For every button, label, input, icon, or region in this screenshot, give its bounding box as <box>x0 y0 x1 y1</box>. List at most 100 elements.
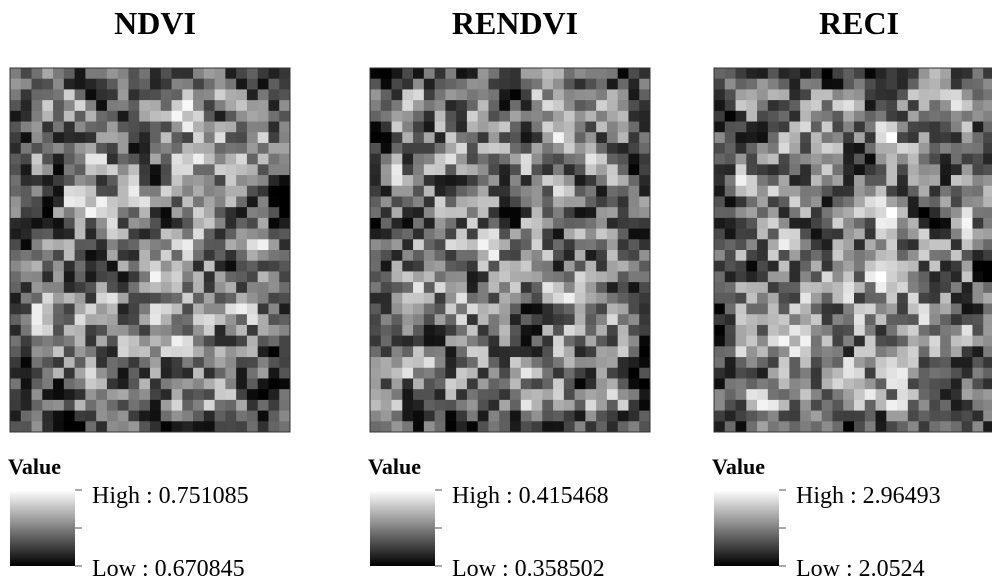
raster-cell <box>85 79 96 90</box>
raster-cell <box>929 218 940 229</box>
raster-cell <box>258 164 269 175</box>
raster-cell <box>85 411 96 422</box>
raster-cell <box>247 89 258 100</box>
raster-cell <box>204 111 215 122</box>
raster-cell <box>908 122 919 133</box>
raster-cell <box>456 325 467 336</box>
raster-cell <box>585 314 596 325</box>
raster-cell <box>96 143 107 154</box>
raster-cell <box>150 196 161 207</box>
raster-cell <box>929 196 940 207</box>
raster-cell <box>118 357 129 368</box>
raster-cell <box>596 282 607 293</box>
raster-cell <box>585 261 596 272</box>
raster-cell <box>21 336 32 347</box>
raster-cell <box>236 143 247 154</box>
raster-cell <box>951 336 962 347</box>
raster-cell <box>499 400 510 411</box>
raster-cell <box>768 207 779 218</box>
raster-cell <box>757 293 768 304</box>
raster-cell <box>553 250 564 261</box>
raster-cell <box>972 122 983 133</box>
raster-cell <box>139 207 150 218</box>
raster-cell <box>919 239 930 250</box>
raster-cell <box>962 175 973 186</box>
raster-cell <box>435 229 446 240</box>
raster-cell <box>618 378 629 389</box>
raster-cell <box>225 143 236 154</box>
raster-cell <box>85 314 96 325</box>
raster-cell <box>402 143 413 154</box>
raster-cell <box>193 336 204 347</box>
raster-cell <box>521 357 532 368</box>
raster-cell <box>714 154 725 165</box>
raster-cell <box>510 261 521 272</box>
raster-cell <box>553 89 564 100</box>
raster-cell <box>757 68 768 79</box>
raster-cell <box>908 421 919 432</box>
raster-cell <box>402 411 413 422</box>
raster-cell <box>553 293 564 304</box>
raster-cell <box>21 132 32 143</box>
raster-cell <box>553 261 564 272</box>
raster-cell <box>182 164 193 175</box>
raster-cell <box>865 421 876 432</box>
raster-cell <box>128 271 139 282</box>
raster-cell <box>96 164 107 175</box>
raster-cell <box>182 378 193 389</box>
raster-cell <box>456 261 467 272</box>
raster-cell <box>204 357 215 368</box>
raster-cell <box>725 357 736 368</box>
raster-cell <box>789 143 800 154</box>
raster-cell <box>757 261 768 272</box>
raster-cell <box>962 336 973 347</box>
raster-cell <box>279 207 290 218</box>
raster-cell <box>182 143 193 154</box>
raster-cell <box>499 325 510 336</box>
raster-cell <box>107 196 118 207</box>
raster-cell <box>575 389 586 400</box>
raster-cell <box>876 132 887 143</box>
raster-cell <box>424 186 435 197</box>
raster-cell <box>983 207 992 218</box>
raster-cell <box>585 218 596 229</box>
raster-cell <box>268 229 279 240</box>
raster-cell <box>64 378 75 389</box>
raster-cell <box>279 229 290 240</box>
raster-cell <box>499 111 510 122</box>
raster-cell <box>607 218 618 229</box>
raster-cell <box>596 100 607 111</box>
raster-cell <box>725 346 736 357</box>
raster-cell <box>746 175 757 186</box>
raster-cell <box>53 229 64 240</box>
raster-cell <box>445 325 456 336</box>
raster-cell <box>596 79 607 90</box>
raster-cell <box>951 229 962 240</box>
raster-cell <box>32 304 43 315</box>
raster-cell <box>236 218 247 229</box>
raster-cell <box>445 250 456 261</box>
raster-cell <box>268 132 279 143</box>
raster-cell <box>618 411 629 422</box>
raster-cell <box>435 411 446 422</box>
raster-cell <box>865 325 876 336</box>
raster-cell <box>822 421 833 432</box>
raster-cell <box>236 89 247 100</box>
raster-cell <box>182 250 193 261</box>
raster-cell <box>467 304 478 315</box>
raster-cell <box>172 336 183 347</box>
raster-cell <box>236 314 247 325</box>
raster-cell <box>402 111 413 122</box>
raster-cell <box>929 154 940 165</box>
raster-cell <box>972 271 983 282</box>
raster-cell <box>768 261 779 272</box>
raster-cell <box>42 271 53 282</box>
legend-low: Low : 2.0524 <box>796 556 925 581</box>
raster-cell <box>161 314 172 325</box>
raster-cell <box>983 68 992 79</box>
raster-cell <box>42 143 53 154</box>
raster-cell <box>951 122 962 133</box>
raster-cell <box>118 196 129 207</box>
raster-cell <box>467 239 478 250</box>
raster-cell <box>962 314 973 325</box>
